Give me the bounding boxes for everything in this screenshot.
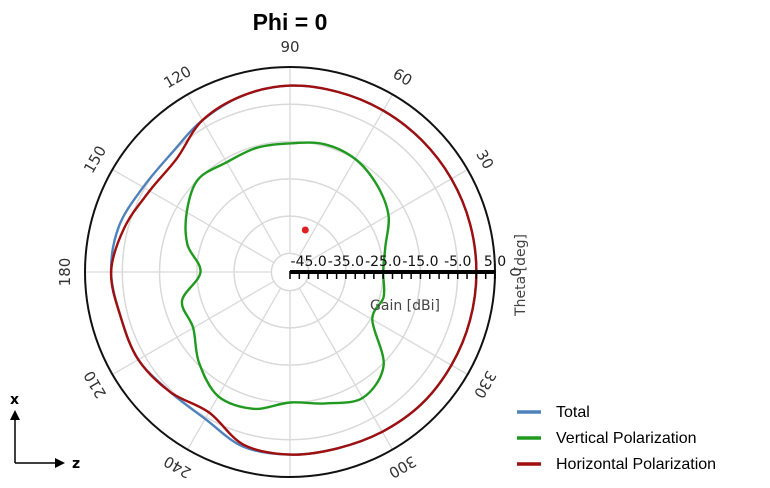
grid-spoke — [305, 168, 468, 264]
angular-tick-label: 30 — [472, 147, 497, 173]
angular-tick-label: 330 — [470, 368, 500, 402]
angular-tick-label: 120 — [161, 62, 195, 92]
radial-tick-label: 5.0 — [484, 254, 506, 270]
x-axis-indicator-label: x — [10, 392, 19, 408]
axis-indicator: x z — [10, 392, 80, 472]
chart-title: Phi = 0 — [253, 9, 328, 35]
radial-axis-label: Gain [dBi] — [370, 298, 440, 314]
angular-tick-label: 150 — [80, 143, 110, 177]
z-axis-indicator-label: z — [72, 456, 80, 472]
angular-tick-label: 210 — [80, 368, 110, 402]
angular-tick-label: 0 — [506, 267, 524, 277]
angular-tick-label: 180 — [56, 258, 74, 287]
series-line-horizontal-polarization — [109, 84, 478, 456]
angular-tick-label: 240 — [161, 452, 195, 482]
series-line-vertical-polarization — [180, 141, 391, 411]
grid-spoke — [305, 280, 468, 376]
angular-tick-label: 60 — [390, 65, 416, 90]
radial-tick-label: -25.0 — [365, 254, 401, 270]
legend-label-total: Total — [556, 404, 590, 421]
grid-spoke — [186, 287, 282, 450]
angular-tick-label: 90 — [280, 38, 299, 56]
grid-spoke — [298, 94, 394, 257]
marker-point — [301, 226, 309, 234]
z-arrow-head — [55, 458, 65, 468]
grid-spoke — [298, 287, 394, 450]
radial-tick-label: -35.0 — [328, 254, 364, 270]
legend-label-horizontal-polarization: Horizontal Polarization — [556, 456, 716, 473]
series-layer — [109, 84, 478, 456]
grid-spoke — [112, 168, 275, 264]
radial-tick-label: -45.0 — [291, 254, 327, 270]
radial-tick-label: -5.0 — [444, 254, 471, 270]
angular-axis-label: Theta [deg] — [513, 234, 529, 317]
radial-tick-label: -15.0 — [402, 254, 438, 270]
legend-label-vertical-polarization: Vertical Polarization — [556, 430, 697, 447]
x-arrow-head — [10, 410, 20, 420]
grid-spoke — [186, 94, 282, 257]
angular-tick-label: 300 — [386, 452, 420, 482]
legend: Total Vertical Polarization Horizontal Pol… — [517, 404, 716, 473]
radial-axis: -45.0 -35.0 -25.0 -15.0 -5.0 5.0 — [289, 254, 506, 279]
